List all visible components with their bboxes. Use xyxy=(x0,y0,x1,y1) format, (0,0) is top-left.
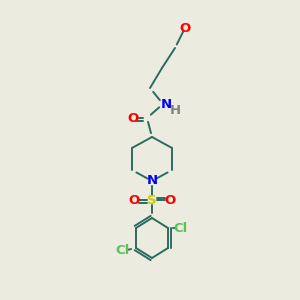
Text: H: H xyxy=(169,103,181,116)
Text: S: S xyxy=(147,194,157,206)
Text: Cl: Cl xyxy=(174,221,188,235)
Text: O: O xyxy=(164,194,175,206)
Text: N: N xyxy=(146,175,158,188)
Text: O: O xyxy=(179,22,191,34)
Text: Cl: Cl xyxy=(115,244,129,257)
Text: N: N xyxy=(160,98,172,110)
Text: O: O xyxy=(128,194,140,206)
Text: O: O xyxy=(128,112,139,124)
